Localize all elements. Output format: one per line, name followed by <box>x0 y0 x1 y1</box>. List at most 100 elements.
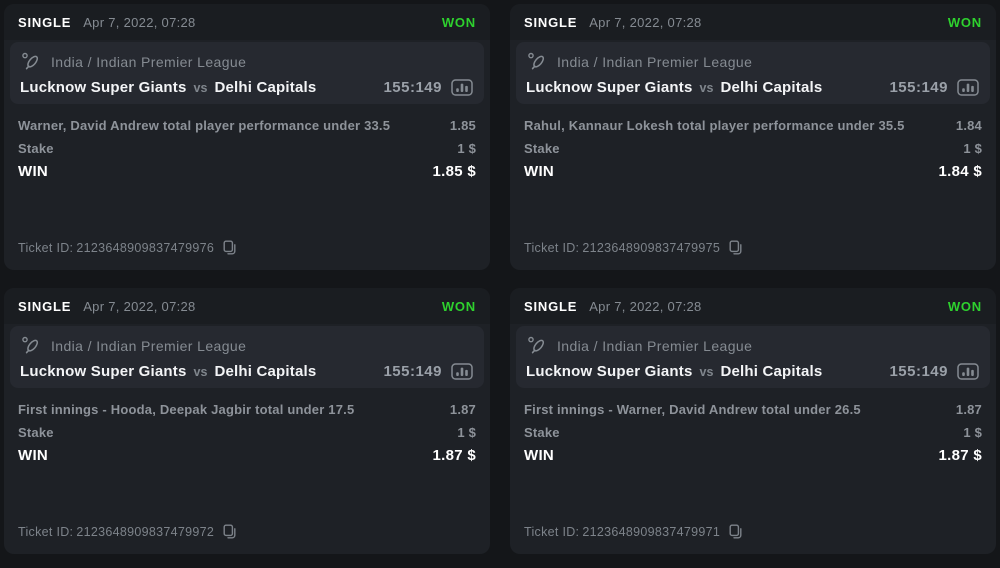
win-label: WIN <box>18 447 49 464</box>
stake-label: Stake <box>18 141 54 156</box>
match-panel[interactable]: India / Indian Premier League Lucknow Su… <box>10 42 484 104</box>
ticket-row: Ticket ID: 2123648909837479972 <box>4 524 490 554</box>
ticket-id-label: Ticket ID: <box>18 240 74 255</box>
vs-label: vs <box>193 365 208 379</box>
bet-selection-row: First innings - Hooda, Deepak Jagbir tot… <box>18 398 476 421</box>
win-label: WIN <box>524 163 555 180</box>
win-value: 1.87 $ <box>432 447 476 464</box>
vs-label: vs <box>193 81 208 95</box>
stats-icon[interactable] <box>451 363 473 380</box>
stake-value: 1 $ <box>457 141 476 156</box>
card-header: SINGLE Apr 7, 2022, 07:28 WON <box>4 288 490 324</box>
bet-selection-row: Warner, David Andrew total player perfor… <box>18 114 476 137</box>
ticket-row: Ticket ID: 2123648909837479975 <box>510 240 996 270</box>
stake-row: Stake 1 $ <box>18 421 476 444</box>
copy-icon[interactable] <box>223 524 237 539</box>
cricket-icon <box>526 335 548 356</box>
league-breadcrumb: India / Indian Premier League <box>557 337 753 354</box>
bet-selection-label: Warner, David Andrew total player perfor… <box>18 118 391 133</box>
copy-icon[interactable] <box>223 240 237 255</box>
stake-row: Stake 1 $ <box>524 137 982 160</box>
bet-details: Warner, David Andrew total player perfor… <box>4 104 490 183</box>
bet-details: First innings - Warner, David Andrew tot… <box>510 388 996 467</box>
stake-label: Stake <box>524 141 560 156</box>
win-row: WIN 1.87 $ <box>524 444 982 467</box>
stats-icon[interactable] <box>957 79 979 96</box>
copy-icon[interactable] <box>729 240 743 255</box>
win-value: 1.87 $ <box>938 447 982 464</box>
teams-row: Lucknow Super Giants vs Delhi Capitals 1… <box>20 79 473 96</box>
match-score: 155:149 <box>383 363 442 380</box>
bet-datetime: Apr 7, 2022, 07:28 <box>83 298 196 314</box>
away-team: Delhi Capitals <box>720 363 823 380</box>
match-panel[interactable]: India / Indian Premier League Lucknow Su… <box>10 326 484 388</box>
league-row: India / Indian Premier League <box>20 51 473 72</box>
away-team: Delhi Capitals <box>214 363 317 380</box>
match-score: 155:149 <box>889 363 948 380</box>
bet-selection-label: Rahul, Kannaur Lokesh total player perfo… <box>524 118 905 133</box>
bet-odds: 1.87 <box>955 402 982 417</box>
copy-icon[interactable] <box>729 524 743 539</box>
ticket-row: Ticket ID: 2123648909837479971 <box>510 524 996 554</box>
ticket-id-label: Ticket ID: <box>18 524 74 539</box>
bet-details: First innings - Hooda, Deepak Jagbir tot… <box>4 388 490 467</box>
home-team: Lucknow Super Giants <box>526 79 693 96</box>
away-team: Delhi Capitals <box>214 79 317 96</box>
bet-type-label: SINGLE <box>18 14 72 30</box>
card-header: SINGLE Apr 7, 2022, 07:28 WON <box>510 4 996 40</box>
league-row: India / Indian Premier League <box>20 335 473 356</box>
card-header: SINGLE Apr 7, 2022, 07:28 WON <box>510 288 996 324</box>
bet-selection-label: First innings - Warner, David Andrew tot… <box>524 402 861 417</box>
card-header: SINGLE Apr 7, 2022, 07:28 WON <box>4 4 490 40</box>
bet-ticket-card: SINGLE Apr 7, 2022, 07:28 WON India / In… <box>510 288 996 554</box>
vs-label: vs <box>699 365 714 379</box>
stake-value: 1 $ <box>963 425 982 440</box>
ticket-id-value: 2123648909837479971 <box>582 524 721 539</box>
league-breadcrumb: India / Indian Premier League <box>51 337 247 354</box>
bet-odds: 1.85 <box>449 118 476 133</box>
ticket-id-value: 2123648909837479972 <box>76 524 215 539</box>
away-team: Delhi Capitals <box>720 79 823 96</box>
cricket-icon <box>526 51 548 72</box>
league-breadcrumb: India / Indian Premier League <box>557 53 753 70</box>
bet-datetime: Apr 7, 2022, 07:28 <box>83 14 196 30</box>
ticket-id-value: 2123648909837479976 <box>76 240 215 255</box>
bet-type-label: SINGLE <box>524 14 578 30</box>
home-team: Lucknow Super Giants <box>526 363 693 380</box>
stake-label: Stake <box>524 425 560 440</box>
stats-icon[interactable] <box>451 79 473 96</box>
stake-value: 1 $ <box>457 425 476 440</box>
match-score: 155:149 <box>889 79 948 96</box>
match-score: 155:149 <box>383 79 442 96</box>
ticket-id-label: Ticket ID: <box>524 240 580 255</box>
win-value: 1.84 $ <box>938 163 982 180</box>
bet-type-label: SINGLE <box>524 298 578 314</box>
bet-ticket-card: SINGLE Apr 7, 2022, 07:28 WON India / In… <box>4 4 490 270</box>
bet-ticket-card: SINGLE Apr 7, 2022, 07:28 WON India / In… <box>510 4 996 270</box>
win-row: WIN 1.84 $ <box>524 160 982 183</box>
stake-row: Stake 1 $ <box>18 137 476 160</box>
win-label: WIN <box>524 447 555 464</box>
win-value: 1.85 $ <box>432 163 476 180</box>
league-row: India / Indian Premier League <box>526 335 979 356</box>
stats-icon[interactable] <box>957 363 979 380</box>
status-badge: WON <box>947 298 982 314</box>
match-panel[interactable]: India / Indian Premier League Lucknow Su… <box>516 326 990 388</box>
bet-type-label: SINGLE <box>18 298 72 314</box>
ticket-id-value: 2123648909837479975 <box>582 240 721 255</box>
status-badge: WON <box>441 298 476 314</box>
bet-selection-row: Rahul, Kannaur Lokesh total player perfo… <box>524 114 982 137</box>
status-badge: WON <box>947 14 982 30</box>
bet-datetime: Apr 7, 2022, 07:28 <box>589 14 702 30</box>
league-breadcrumb: India / Indian Premier League <box>51 53 247 70</box>
win-row: WIN 1.87 $ <box>18 444 476 467</box>
vs-label: vs <box>699 81 714 95</box>
home-team: Lucknow Super Giants <box>20 363 187 380</box>
bet-odds: 1.87 <box>449 402 476 417</box>
bet-details: Rahul, Kannaur Lokesh total player perfo… <box>510 104 996 183</box>
teams-row: Lucknow Super Giants vs Delhi Capitals 1… <box>526 363 979 380</box>
bet-selection-label: First innings - Hooda, Deepak Jagbir tot… <box>18 402 355 417</box>
win-row: WIN 1.85 $ <box>18 160 476 183</box>
match-panel[interactable]: India / Indian Premier League Lucknow Su… <box>516 42 990 104</box>
win-label: WIN <box>18 163 49 180</box>
